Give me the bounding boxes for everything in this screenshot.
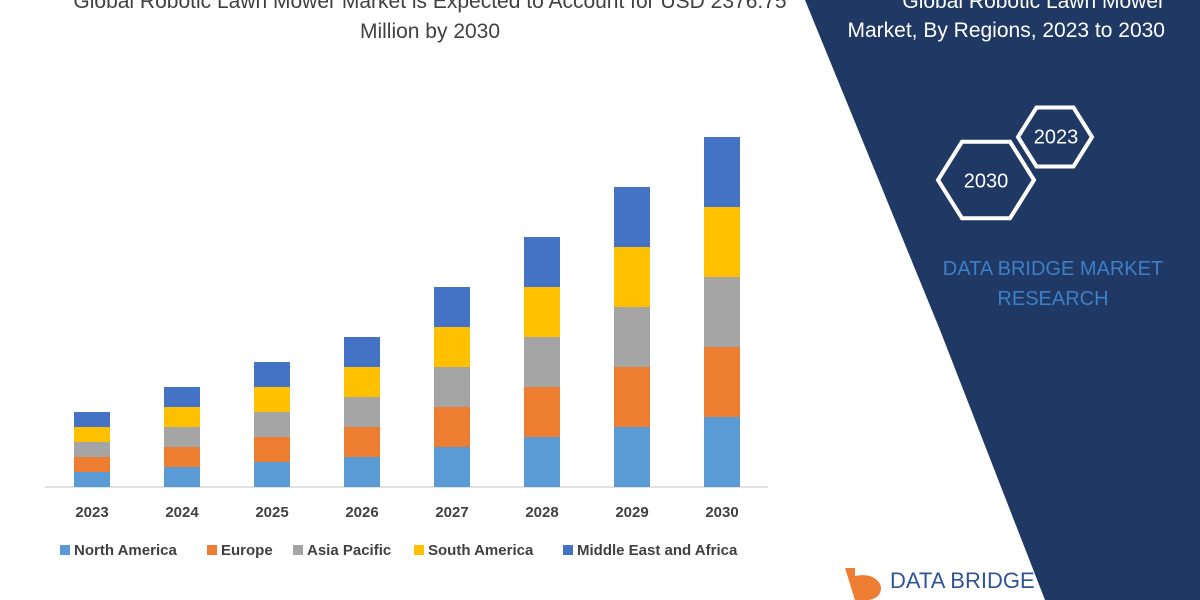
side-panel xyxy=(805,0,1200,600)
bar-segment xyxy=(614,367,650,427)
bar-segment xyxy=(254,362,290,387)
logo-text: DATA BRIDGE xyxy=(890,568,1035,593)
brand: DATA BRIDGE MARKET RESEARCH xyxy=(942,258,1164,310)
bar-segment xyxy=(434,447,470,487)
bar-segment xyxy=(704,347,740,417)
bar-segment xyxy=(704,207,740,277)
bar-segment xyxy=(74,412,110,427)
bar-segment xyxy=(434,407,470,447)
side-title: Global Robotic Lawn Mower Market, By Reg… xyxy=(847,0,1165,42)
x-tick-label: 2030 xyxy=(705,504,738,521)
bar-segment xyxy=(344,427,380,457)
x-tick-label: 2028 xyxy=(525,504,558,521)
bar-segment xyxy=(254,437,290,462)
bar-segment xyxy=(614,427,650,487)
bar-segment xyxy=(434,327,470,367)
legend-label: Asia Pacific xyxy=(307,542,391,559)
bar-segment xyxy=(524,387,560,437)
bar-segment xyxy=(614,307,650,367)
hexagon-label: 2030 xyxy=(964,170,1009,192)
bar-segment xyxy=(344,457,380,487)
bar-segment xyxy=(164,387,200,407)
hexagon xyxy=(935,139,1037,221)
bar-segment xyxy=(524,437,560,487)
bar-segment xyxy=(434,287,470,327)
bar-segment xyxy=(254,462,290,487)
x-tick-label: 2027 xyxy=(435,504,468,521)
x-tick-label: 2025 xyxy=(255,504,288,521)
legend-label: South America xyxy=(428,542,534,559)
bar-segment xyxy=(344,397,380,427)
bar-segment xyxy=(254,387,290,412)
legend-swatch xyxy=(293,545,303,555)
legend-label: North America xyxy=(74,542,177,559)
bar-segment xyxy=(614,247,650,307)
x-tick-label: 2029 xyxy=(615,504,648,521)
bar-segment xyxy=(164,467,200,487)
bar-segment xyxy=(344,367,380,397)
legend-swatch xyxy=(207,545,217,555)
bar-segment xyxy=(74,427,110,442)
bar-segment xyxy=(524,337,560,387)
legend-swatch xyxy=(414,545,424,555)
bar-segment xyxy=(74,472,110,487)
x-tick-label: 2023 xyxy=(75,504,108,521)
legend-swatch xyxy=(60,545,70,555)
chart-title: Global Robotic Lawn Mower Market is Expe… xyxy=(73,0,787,43)
legend-swatch xyxy=(563,545,573,555)
bar-segment xyxy=(434,367,470,407)
bar-segment xyxy=(74,457,110,472)
bar-segment xyxy=(704,417,740,487)
bar-segment xyxy=(614,187,650,247)
logo-icon xyxy=(845,568,881,600)
bar-segment xyxy=(164,427,200,447)
bar-segment xyxy=(164,407,200,427)
bar-segment xyxy=(254,412,290,437)
hexagon xyxy=(1015,105,1095,169)
legend-label: Middle East and Africa xyxy=(577,542,738,559)
bar-segment xyxy=(344,337,380,367)
bar-segment xyxy=(524,237,560,287)
x-tick-label: 2026 xyxy=(345,504,378,521)
x-tick-label: 2024 xyxy=(165,504,199,521)
bar-segment xyxy=(524,287,560,337)
legend-label: Europe xyxy=(221,542,273,559)
bar-segment xyxy=(704,137,740,207)
bar-segment xyxy=(164,447,200,467)
bar-segment xyxy=(704,277,740,347)
hexagon-label: 2023 xyxy=(1034,126,1079,148)
bar-segment xyxy=(74,442,110,457)
